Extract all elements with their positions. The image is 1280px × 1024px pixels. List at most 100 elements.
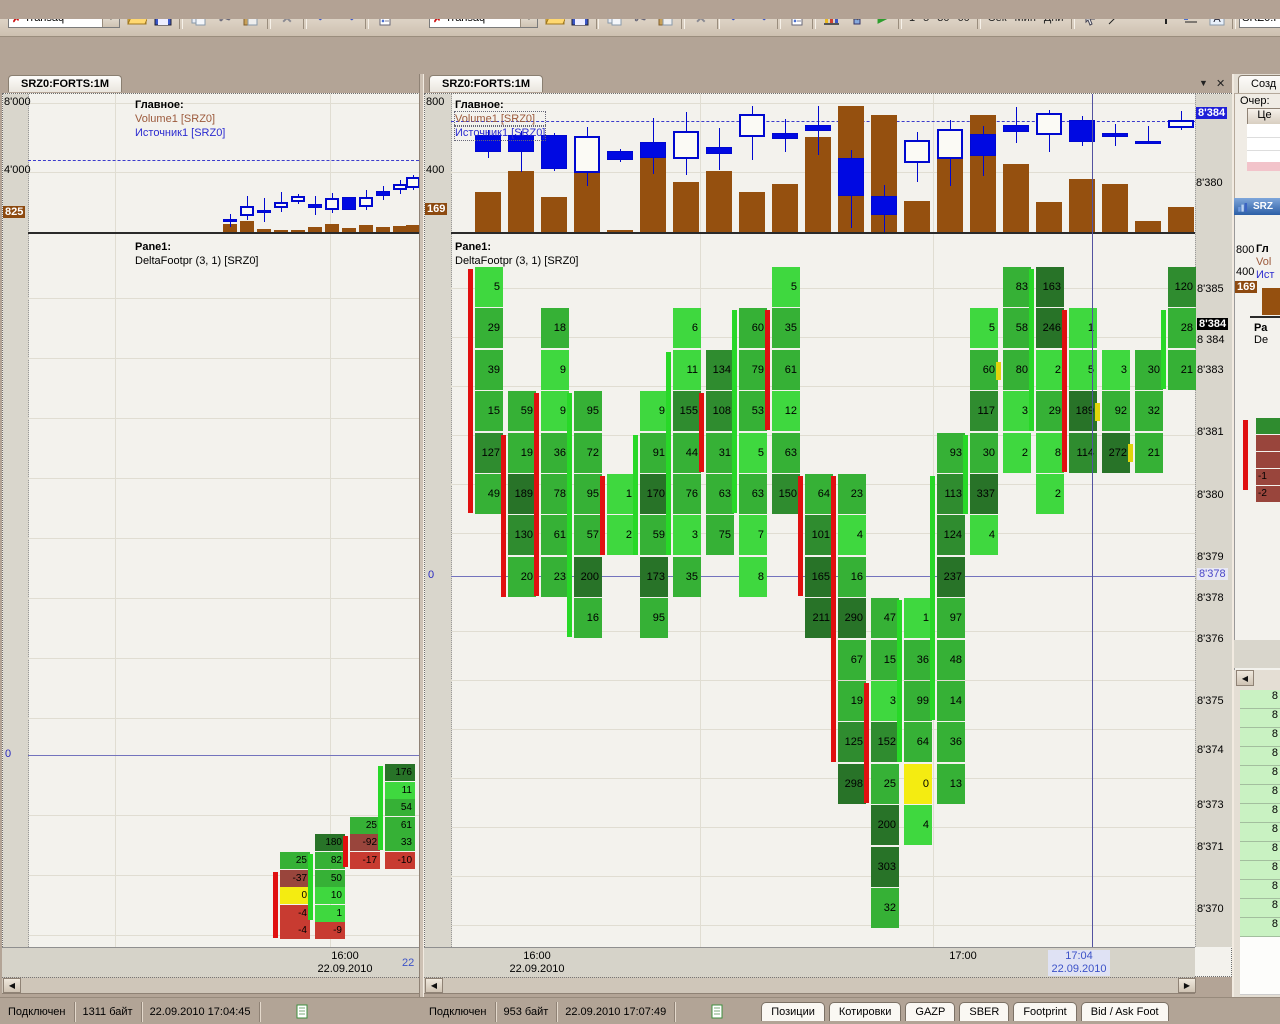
footprint-cell[interactable]: 189 (508, 474, 536, 514)
scroll-left-button[interactable]: ◀ (3, 978, 21, 993)
footprint-cell[interactable]: 25 (871, 764, 899, 804)
footprint-cell[interactable]: 25 (280, 852, 310, 869)
side-header-button[interactable]: Це (1247, 108, 1280, 126)
legend-item-deltafootprint[interactable]: DeltaFootpr (3, 1) [SRZ0] (135, 255, 259, 267)
footprint-cell[interactable]: 237 (937, 557, 965, 597)
footprint-cell[interactable]: 9 (541, 350, 569, 390)
chart-tab-right[interactable]: SRZ0:FORTS:1M (429, 75, 543, 92)
footprint-cell[interactable]: 6 (673, 308, 701, 348)
bottom-tab-Bid / Ask Foot[interactable]: Bid / Ask Foot (1080, 1002, 1169, 1021)
footprint-cell[interactable]: 28 (1168, 308, 1196, 348)
footprint-cell[interactable]: 67 (838, 640, 866, 680)
footprint-cell[interactable]: 9 (640, 391, 668, 431)
footprint-cell[interactable]: 8 (739, 557, 767, 597)
footprint-cell[interactable]: 3 (871, 681, 899, 721)
footprint-cell[interactable]: 3 (1003, 391, 1031, 431)
footprint-cell[interactable]: 134 (706, 350, 734, 390)
footprint-cell[interactable]: 2 (1036, 350, 1064, 390)
footprint-cell[interactable]: 117 (970, 391, 998, 431)
footprint-cell[interactable]: 180 (315, 834, 345, 851)
footprint-cell[interactable]: 49 (475, 474, 503, 514)
footprint-cell[interactable]: 76 (673, 474, 701, 514)
mini-window-titlebar[interactable]: SRZ (1234, 198, 1280, 215)
footprint-cell[interactable]: 33 (385, 834, 415, 851)
footprint-cell[interactable]: 16 (838, 557, 866, 597)
footprint-cell[interactable]: 60 (739, 308, 767, 348)
panel-price-row[interactable]: 8 (1240, 823, 1280, 842)
footprint-cell[interactable]: 61 (541, 515, 569, 555)
h-scrollbar[interactable] (2, 977, 419, 994)
footprint-cell[interactable]: 4 (838, 515, 866, 555)
footprint-cell[interactable]: 337 (970, 474, 998, 514)
footprint-cell[interactable]: 5 (739, 433, 767, 473)
footprint-cell[interactable]: 32 (871, 888, 899, 928)
footprint-cell[interactable]: 48 (937, 640, 965, 680)
legend-item-volume[interactable]: Volume1 [SRZ0] (453, 111, 547, 127)
panel-price-row[interactable]: 8 (1240, 709, 1280, 728)
footprint-cell[interactable]: 0 (280, 887, 310, 904)
footprint-cell[interactable]: 18 (541, 308, 569, 348)
footprint-cell[interactable]: 5 (475, 267, 503, 307)
footprint-cell[interactable]: 32 (1135, 391, 1163, 431)
footprint-cell[interactable]: 5 (772, 267, 800, 307)
footprint-cell[interactable]: 0 (904, 764, 932, 804)
footprint-cell[interactable]: 4 (904, 805, 932, 845)
footprint-cell[interactable]: 272 (1102, 433, 1130, 473)
panel-price-row[interactable]: 8 (1240, 899, 1280, 918)
mini-footprint-cell[interactable] (1256, 452, 1280, 468)
footprint-cell[interactable]: 165 (805, 557, 833, 597)
footprint-cell[interactable]: 50 (315, 870, 345, 887)
footprint-cell[interactable]: 23 (838, 474, 866, 514)
footprint-cell[interactable]: 12 (772, 391, 800, 431)
footprint-cell[interactable]: 95 (574, 391, 602, 431)
footprint-cell[interactable]: 14 (937, 681, 965, 721)
footprint-cell[interactable]: 16 (574, 598, 602, 638)
panel-price-row[interactable]: 8 (1240, 728, 1280, 747)
bottom-tab-GAZP[interactable]: GAZP (905, 1002, 956, 1021)
footprint-cell[interactable]: 163 (1036, 267, 1064, 307)
footprint-cell[interactable]: 23 (541, 557, 569, 597)
footprint-cell[interactable]: -37 (280, 870, 310, 887)
footprint-cell[interactable]: 35 (772, 308, 800, 348)
footprint-cell[interactable]: 1 (607, 474, 635, 514)
footprint-cell[interactable]: 21 (1135, 433, 1163, 473)
footprint-cell[interactable]: 176 (385, 764, 415, 781)
footprint-cell[interactable]: 130 (508, 515, 536, 555)
footprint-cell[interactable]: -92 (350, 834, 380, 851)
footprint-cell[interactable]: 200 (871, 805, 899, 845)
footprint-cell[interactable]: 125 (838, 722, 866, 762)
footprint-cell[interactable]: 298 (838, 764, 866, 804)
panel-price-row[interactable]: 8 (1240, 880, 1280, 899)
footprint-cell[interactable]: 127 (475, 433, 503, 473)
footprint-cell[interactable]: 64 (904, 722, 932, 762)
mini-scroll-left-button[interactable]: ◀ (1236, 670, 1254, 686)
footprint-cell[interactable]: 80 (1003, 350, 1031, 390)
footprint-cell[interactable]: 57 (574, 515, 602, 555)
footprint-cell[interactable]: 120 (1168, 267, 1196, 307)
footprint-cell[interactable]: 150 (772, 474, 800, 514)
mini-footprint-cell[interactable] (1256, 418, 1280, 434)
footprint-cell[interactable]: 19 (508, 433, 536, 473)
footprint-cell[interactable]: 4 (970, 515, 998, 555)
footprint-cell[interactable]: 246 (1036, 308, 1064, 348)
footprint-cell[interactable]: 152 (871, 722, 899, 762)
mini-footprint-cell[interactable]: -1 (1256, 469, 1280, 485)
footprint-cell[interactable]: 11 (385, 782, 415, 799)
footprint-cell[interactable]: 61 (385, 817, 415, 834)
footprint-cell[interactable]: 173 (640, 557, 668, 597)
footprint-cell[interactable]: 7 (739, 515, 767, 555)
footprint-cell[interactable]: 44 (673, 433, 701, 473)
chart-tab-left[interactable]: SRZ0:FORTS:1M (8, 75, 122, 92)
footprint-cell[interactable]: 19 (838, 681, 866, 721)
footprint-cell[interactable]: -4 (280, 905, 310, 922)
footprint-cell[interactable]: 200 (574, 557, 602, 597)
footprint-cell[interactable]: 59 (640, 515, 668, 555)
footprint-cell[interactable]: 58 (1003, 308, 1031, 348)
footprint-cell[interactable]: 113 (937, 474, 965, 514)
footprint-cell[interactable]: 36 (937, 722, 965, 762)
footprint-cell[interactable]: 20 (508, 557, 536, 597)
footprint-cell[interactable]: -4 (280, 922, 310, 939)
mini-footprint-cell[interactable] (1256, 435, 1280, 451)
footprint-cell[interactable]: 29 (1036, 391, 1064, 431)
footprint-cell[interactable]: 63 (706, 474, 734, 514)
